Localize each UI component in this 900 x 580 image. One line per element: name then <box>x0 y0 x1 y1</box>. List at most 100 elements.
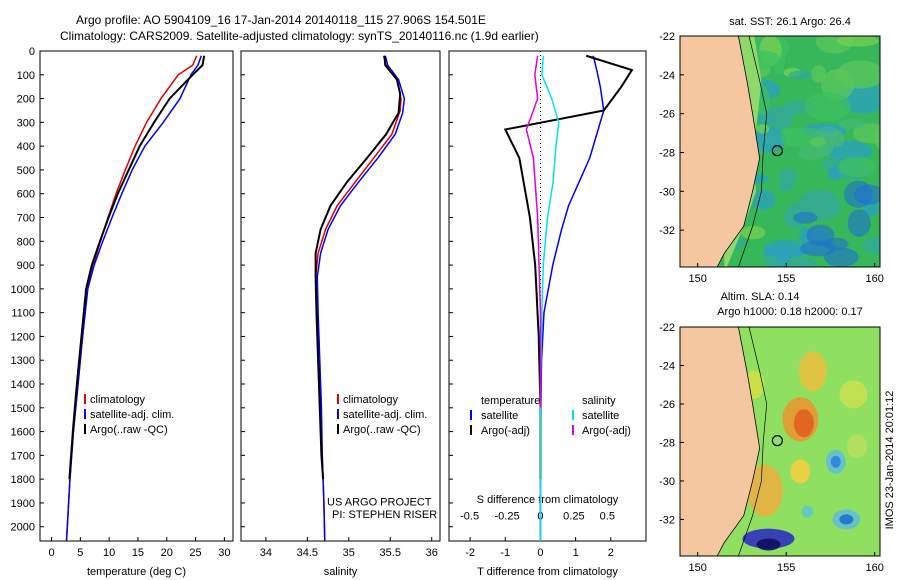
sst-patch <box>847 209 871 238</box>
legend-label: Argo(..raw -QC) <box>343 424 421 436</box>
legend-label: satellite <box>481 410 518 422</box>
lat-tick-label: -30 <box>659 186 675 198</box>
depth-tick-label: 1600 <box>11 427 35 439</box>
x-tick-label: 30 <box>218 547 230 559</box>
sst-patch <box>837 156 877 178</box>
lat-tick-label: -26 <box>659 109 675 121</box>
lat-tick-label: -32 <box>659 225 675 237</box>
panel-frame <box>240 50 441 542</box>
legend-label: Argo(-adj) <box>481 425 530 437</box>
map-title: Altim. SLA: 0.14 <box>721 291 800 303</box>
legend-label: salinity <box>582 395 616 407</box>
sst-patch <box>779 168 797 188</box>
panel-frame <box>39 50 234 542</box>
legend-label: satellite-adj. clim. <box>90 409 174 421</box>
depth-tick-label: 400 <box>17 141 35 153</box>
depth-tick-label: 200 <box>17 94 35 106</box>
lon-tick-label: 150 <box>689 562 707 574</box>
bathymetry-contour <box>738 36 768 267</box>
series-line <box>316 55 406 542</box>
legend-label: climatology <box>90 394 146 406</box>
lat-tick-label: -28 <box>659 147 675 159</box>
sst-patch <box>791 257 816 267</box>
depth-tick-label: 1700 <box>11 450 35 462</box>
depth-tick-label: 1000 <box>11 284 35 296</box>
series-line <box>539 55 560 541</box>
x-tick-label: 25 <box>189 547 201 559</box>
legend-label: Argo(-adj) <box>582 425 631 437</box>
x-tick-label: 10 <box>103 547 115 559</box>
lat-tick-label: -24 <box>659 360 675 372</box>
x-tick-label: 5 <box>77 547 83 559</box>
land-mass <box>680 327 761 556</box>
annotation: US ARGO PROJECT <box>327 496 432 508</box>
x-tick-label: 20 <box>161 547 173 559</box>
x-tick-label: 1 <box>573 547 579 559</box>
timestamp-watermark: IMOS 23-Jan-2014 20:01:12 <box>884 391 896 530</box>
lat-tick-label: -30 <box>659 476 675 488</box>
legend-label: climatology <box>343 394 399 406</box>
series-line <box>525 55 542 408</box>
x-tick-label: 0 <box>537 547 543 559</box>
map-field <box>680 327 880 556</box>
sla-blob <box>846 434 867 459</box>
sla-map: -22 -24 -26 -28 -30 -32 150 155 160 Altim. SLA: 0… <box>659 291 884 574</box>
x-tick-label: 2 <box>608 547 614 559</box>
sla-blob <box>793 409 814 438</box>
lat-tick-label: -22 <box>659 31 675 43</box>
sst-patch <box>756 124 770 134</box>
depth-tick-label: 800 <box>17 236 35 248</box>
lon-tick-label: 150 <box>689 273 707 285</box>
x-tick-label: 0 <box>48 547 54 559</box>
title-line-2: Climatology: CARS2009. Satellite-adjuste… <box>60 29 539 43</box>
lat-tick-label: -32 <box>659 514 675 526</box>
sst-patch <box>740 225 766 240</box>
top-axis-label: S difference from climatology <box>477 494 619 506</box>
depth-tick-label: 1400 <box>11 379 35 391</box>
map-field <box>680 36 880 267</box>
profile-panel-2: 34 34.5 35 35.5 36 salinity climatology satelli… <box>240 50 441 578</box>
sla-blob <box>839 514 854 525</box>
sst-map: -22 -24 -26 -28 -30 -32 150 155 160 sat. SST: 26.… <box>659 16 884 285</box>
x-tick-label: 34 <box>260 547 272 559</box>
lat-tick-label: -22 <box>659 322 675 334</box>
sst-patch <box>809 136 826 147</box>
sla-blob <box>756 538 781 551</box>
depth-tick-label: 500 <box>17 165 35 177</box>
profile-panel-1: 0100200300400500600700800900100011001200… <box>11 46 234 578</box>
sst-patch <box>861 236 880 255</box>
annotation: PI: STEPHEN RISER <box>332 509 437 521</box>
sst-patch <box>788 70 812 80</box>
title-line-1: Argo profile: AO 5904109_16 17-Jan-2014 … <box>76 13 486 27</box>
legend-label: temperature <box>481 395 540 407</box>
x-tick-label: -1 <box>500 547 510 559</box>
sla-blob <box>801 505 814 518</box>
sst-patch <box>793 211 818 224</box>
top-tick-label: 0.25 <box>563 511 584 523</box>
sla-blob <box>839 380 868 409</box>
argo-position-marker <box>771 145 783 157</box>
series-line <box>68 55 206 480</box>
sla-blob <box>830 455 841 468</box>
sst-patch <box>804 92 851 122</box>
map-frame <box>679 35 881 268</box>
lon-tick-label: 160 <box>866 562 884 574</box>
depth-tick-label: 300 <box>17 117 35 129</box>
series-line <box>503 54 634 480</box>
sst-patch <box>839 119 866 130</box>
x-axis-label: T difference from climatology <box>477 566 618 578</box>
depth-tick-label: 100 <box>17 70 35 82</box>
x-tick-label: 15 <box>132 547 144 559</box>
sla-blob <box>798 351 827 392</box>
x-tick-label: -2 <box>465 547 475 559</box>
lon-tick-label: 155 <box>777 273 795 285</box>
x-tick-label: 36 <box>426 547 438 559</box>
sst-patch <box>843 180 873 208</box>
map-title: sat. SST: 26.1 Argo: 26.4 <box>729 16 851 28</box>
legend-label: Argo(..raw -QC) <box>90 424 168 436</box>
sst-patch <box>828 166 841 181</box>
map-subtitle: Argo h1000: 0.18 h2000: 0.17 <box>717 306 863 318</box>
depth-tick-label: 1500 <box>11 403 35 415</box>
land-mass <box>680 36 761 267</box>
depth-tick-label: 900 <box>17 260 35 272</box>
